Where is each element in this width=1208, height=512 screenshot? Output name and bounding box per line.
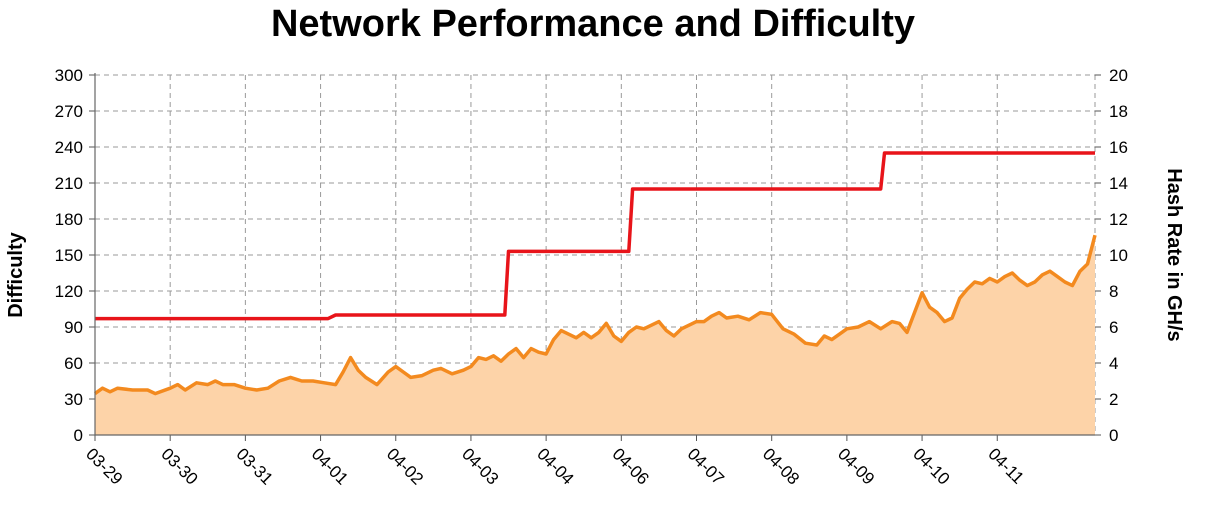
- right-tick-label: 2: [1109, 390, 1118, 409]
- x-tick-label: 04-09: [834, 444, 878, 488]
- left-tick-label: 30: [64, 390, 83, 409]
- x-tick-label: 04-06: [608, 444, 652, 488]
- right-tick-label: 20: [1109, 66, 1128, 85]
- x-tick-label: 04-07: [684, 444, 728, 488]
- x-tick-label: 03-31: [233, 444, 277, 488]
- right-tick-label: 10: [1109, 246, 1128, 265]
- x-tick-label: 03-29: [82, 444, 126, 488]
- right-axis-label: Hash Rate in GH/s: [1163, 168, 1185, 341]
- left-tick-label: 240: [55, 138, 83, 157]
- x-tick-label: 03-30: [157, 444, 201, 488]
- right-tick-label: 8: [1109, 282, 1118, 301]
- left-tick-label: 60: [64, 354, 83, 373]
- right-tick-label: 6: [1109, 318, 1118, 337]
- left-tick-label: 90: [64, 318, 83, 337]
- left-tick-label: 0: [74, 426, 83, 445]
- right-tick-label: 0: [1109, 426, 1118, 445]
- left-tick-label: 270: [55, 102, 83, 121]
- hash-rate-line: [93, 234, 1097, 396]
- right-tick-label: 18: [1109, 102, 1128, 121]
- left-tick-label: 210: [55, 174, 83, 193]
- left-axis-label: Difficulty: [5, 231, 27, 317]
- x-tick-label: 04-02: [383, 444, 427, 488]
- x-tick-label: 04-11: [984, 444, 1027, 487]
- x-tick-label: 04-01: [308, 444, 352, 488]
- difficulty-line: [95, 151, 1095, 321]
- x-tick-label: 04-10: [909, 444, 953, 488]
- right-tick-label: 16: [1109, 138, 1128, 157]
- left-tick-label: 150: [55, 246, 83, 265]
- left-tick-label: 120: [55, 282, 83, 301]
- x-tick-label: 04-08: [759, 444, 803, 488]
- x-tick-label: 04-03: [458, 444, 502, 488]
- left-tick-label: 300: [55, 66, 83, 85]
- right-tick-label: 12: [1109, 210, 1128, 229]
- series-lines: [93, 151, 1097, 396]
- x-tick-label: 04-04: [533, 444, 577, 488]
- left-tick-label: 180: [55, 210, 83, 229]
- chart-title: Network Performance and Difficulty: [271, 3, 915, 45]
- right-tick-label: 4: [1109, 354, 1118, 373]
- right-tick-label: 14: [1109, 174, 1128, 193]
